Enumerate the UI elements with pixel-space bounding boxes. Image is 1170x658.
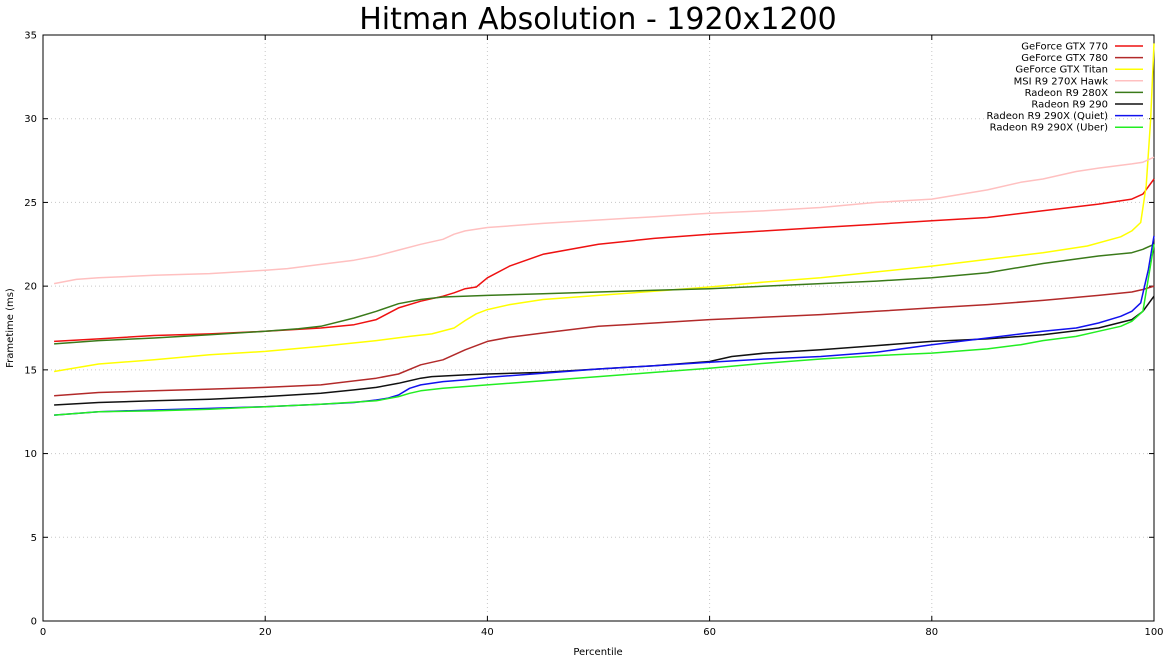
- x-tick-label: 20: [259, 627, 272, 638]
- x-tick-label: 60: [703, 627, 716, 638]
- legend-label: Radeon R9 290X (Quiet): [987, 111, 1109, 122]
- series-line-0: [54, 178, 1155, 343]
- legend-label: GeForce GTX Titan: [1015, 65, 1108, 76]
- y-tick-label: 0: [31, 617, 37, 628]
- y-tick-label: 15: [24, 365, 37, 376]
- plot-frame: [42, 34, 1155, 622]
- x-tick-label: 40: [481, 627, 494, 638]
- y-axis-label: Frametime (ms): [5, 288, 16, 368]
- x-tick-label: 0: [40, 627, 46, 638]
- legend-label: GeForce GTX 770: [1021, 42, 1108, 53]
- legend-label: MSI R9 270X Hawk: [1014, 76, 1109, 87]
- series-line-4: [54, 243, 1155, 345]
- series-line-7: [54, 244, 1155, 416]
- series-line-2: [53, 43, 1155, 373]
- y-tick-label: 5: [31, 533, 37, 544]
- legend-label: Radeon R9 280X: [1025, 88, 1109, 99]
- series-line-3: [53, 156, 1155, 285]
- y-tick-label: 35: [24, 31, 37, 42]
- y-tick-label: 10: [24, 449, 37, 460]
- y-tick-label: 25: [24, 198, 37, 209]
- series-line-1: [54, 285, 1155, 397]
- x-tick-label: 80: [925, 627, 938, 638]
- legend-label: Radeon R9 290: [1031, 100, 1108, 111]
- series-lines: [53, 43, 1155, 416]
- legend-label: Radeon R9 290X (Uber): [990, 123, 1108, 134]
- y-tick-label: 30: [24, 114, 37, 125]
- x-axis-label: Percentile: [573, 647, 622, 658]
- chart-title: Hitman Absolution - 1920x1200: [359, 2, 837, 37]
- grid-lines: [43, 35, 1154, 621]
- x-tick-label: 100: [1144, 627, 1163, 638]
- legend-label: GeForce GTX 780: [1021, 53, 1108, 64]
- y-tick-label: 20: [24, 282, 37, 293]
- axis-ticks: 0 20 40 60 80 100 0 5 10 15 20 25 30 35: [24, 31, 1163, 639]
